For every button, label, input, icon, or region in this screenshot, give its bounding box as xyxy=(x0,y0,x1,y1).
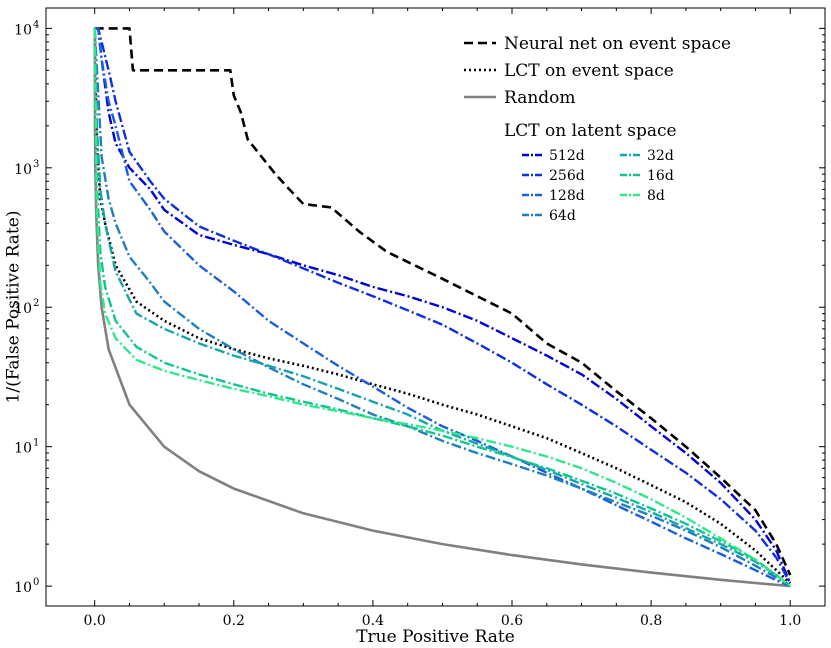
y-tick-label: 10 xyxy=(14,580,32,596)
legend-label: Random xyxy=(504,88,576,108)
legend-label-latent: 64d xyxy=(549,208,576,224)
legend-label: LCT on event space xyxy=(504,61,674,81)
series-line-8 xyxy=(93,28,791,588)
y-tick-exponent: 3 xyxy=(33,159,39,170)
legend-label: Neural net on event space xyxy=(504,34,731,54)
x-tick-label: 0.0 xyxy=(84,613,106,629)
x-tick-label: 0.8 xyxy=(640,613,662,629)
legend-group-title: LCT on latent space xyxy=(504,121,677,141)
series-line-1 xyxy=(93,28,792,585)
y-tick-exponent: 1 xyxy=(33,438,39,449)
series-line-7 xyxy=(93,28,791,588)
y-tick-exponent: 0 xyxy=(33,577,39,588)
x-tick-label: 1.0 xyxy=(779,613,801,629)
plot-frame xyxy=(45,7,826,607)
series-line-4 xyxy=(94,27,792,584)
legend-label-latent: 32d xyxy=(647,148,674,164)
legend-label-latent: 256d xyxy=(549,168,585,184)
y-axis-title: 1/(False Positive Rate) xyxy=(4,211,24,404)
y-tick-label: 10 xyxy=(14,441,32,457)
series-line-5 xyxy=(94,27,791,588)
y-tick-label: 10 xyxy=(14,162,32,178)
x-axis-title: True Positive Rate xyxy=(356,627,515,647)
series-line-6 xyxy=(93,28,791,588)
y-tick-label: 10 xyxy=(14,301,32,317)
x-tick-label: 0.6 xyxy=(501,613,523,629)
legend-label-latent: 8d xyxy=(647,188,665,204)
y-tick-label: 10 xyxy=(14,22,32,38)
legend: LCT on latent space Neural net on event … xyxy=(464,34,731,224)
x-tick-label: 0.2 xyxy=(223,613,245,629)
series-line-3 xyxy=(94,27,792,584)
legend-label-latent: 128d xyxy=(549,188,585,204)
legend-label-latent: 512d xyxy=(549,148,585,164)
series-line-0 xyxy=(94,27,792,576)
y-tick-exponent: 4 xyxy=(33,19,39,30)
series-layer xyxy=(93,27,792,588)
legend-label-latent: 16d xyxy=(647,168,674,184)
y-tick-exponent: 2 xyxy=(33,298,39,309)
x-tick-label: 0.4 xyxy=(362,613,384,629)
